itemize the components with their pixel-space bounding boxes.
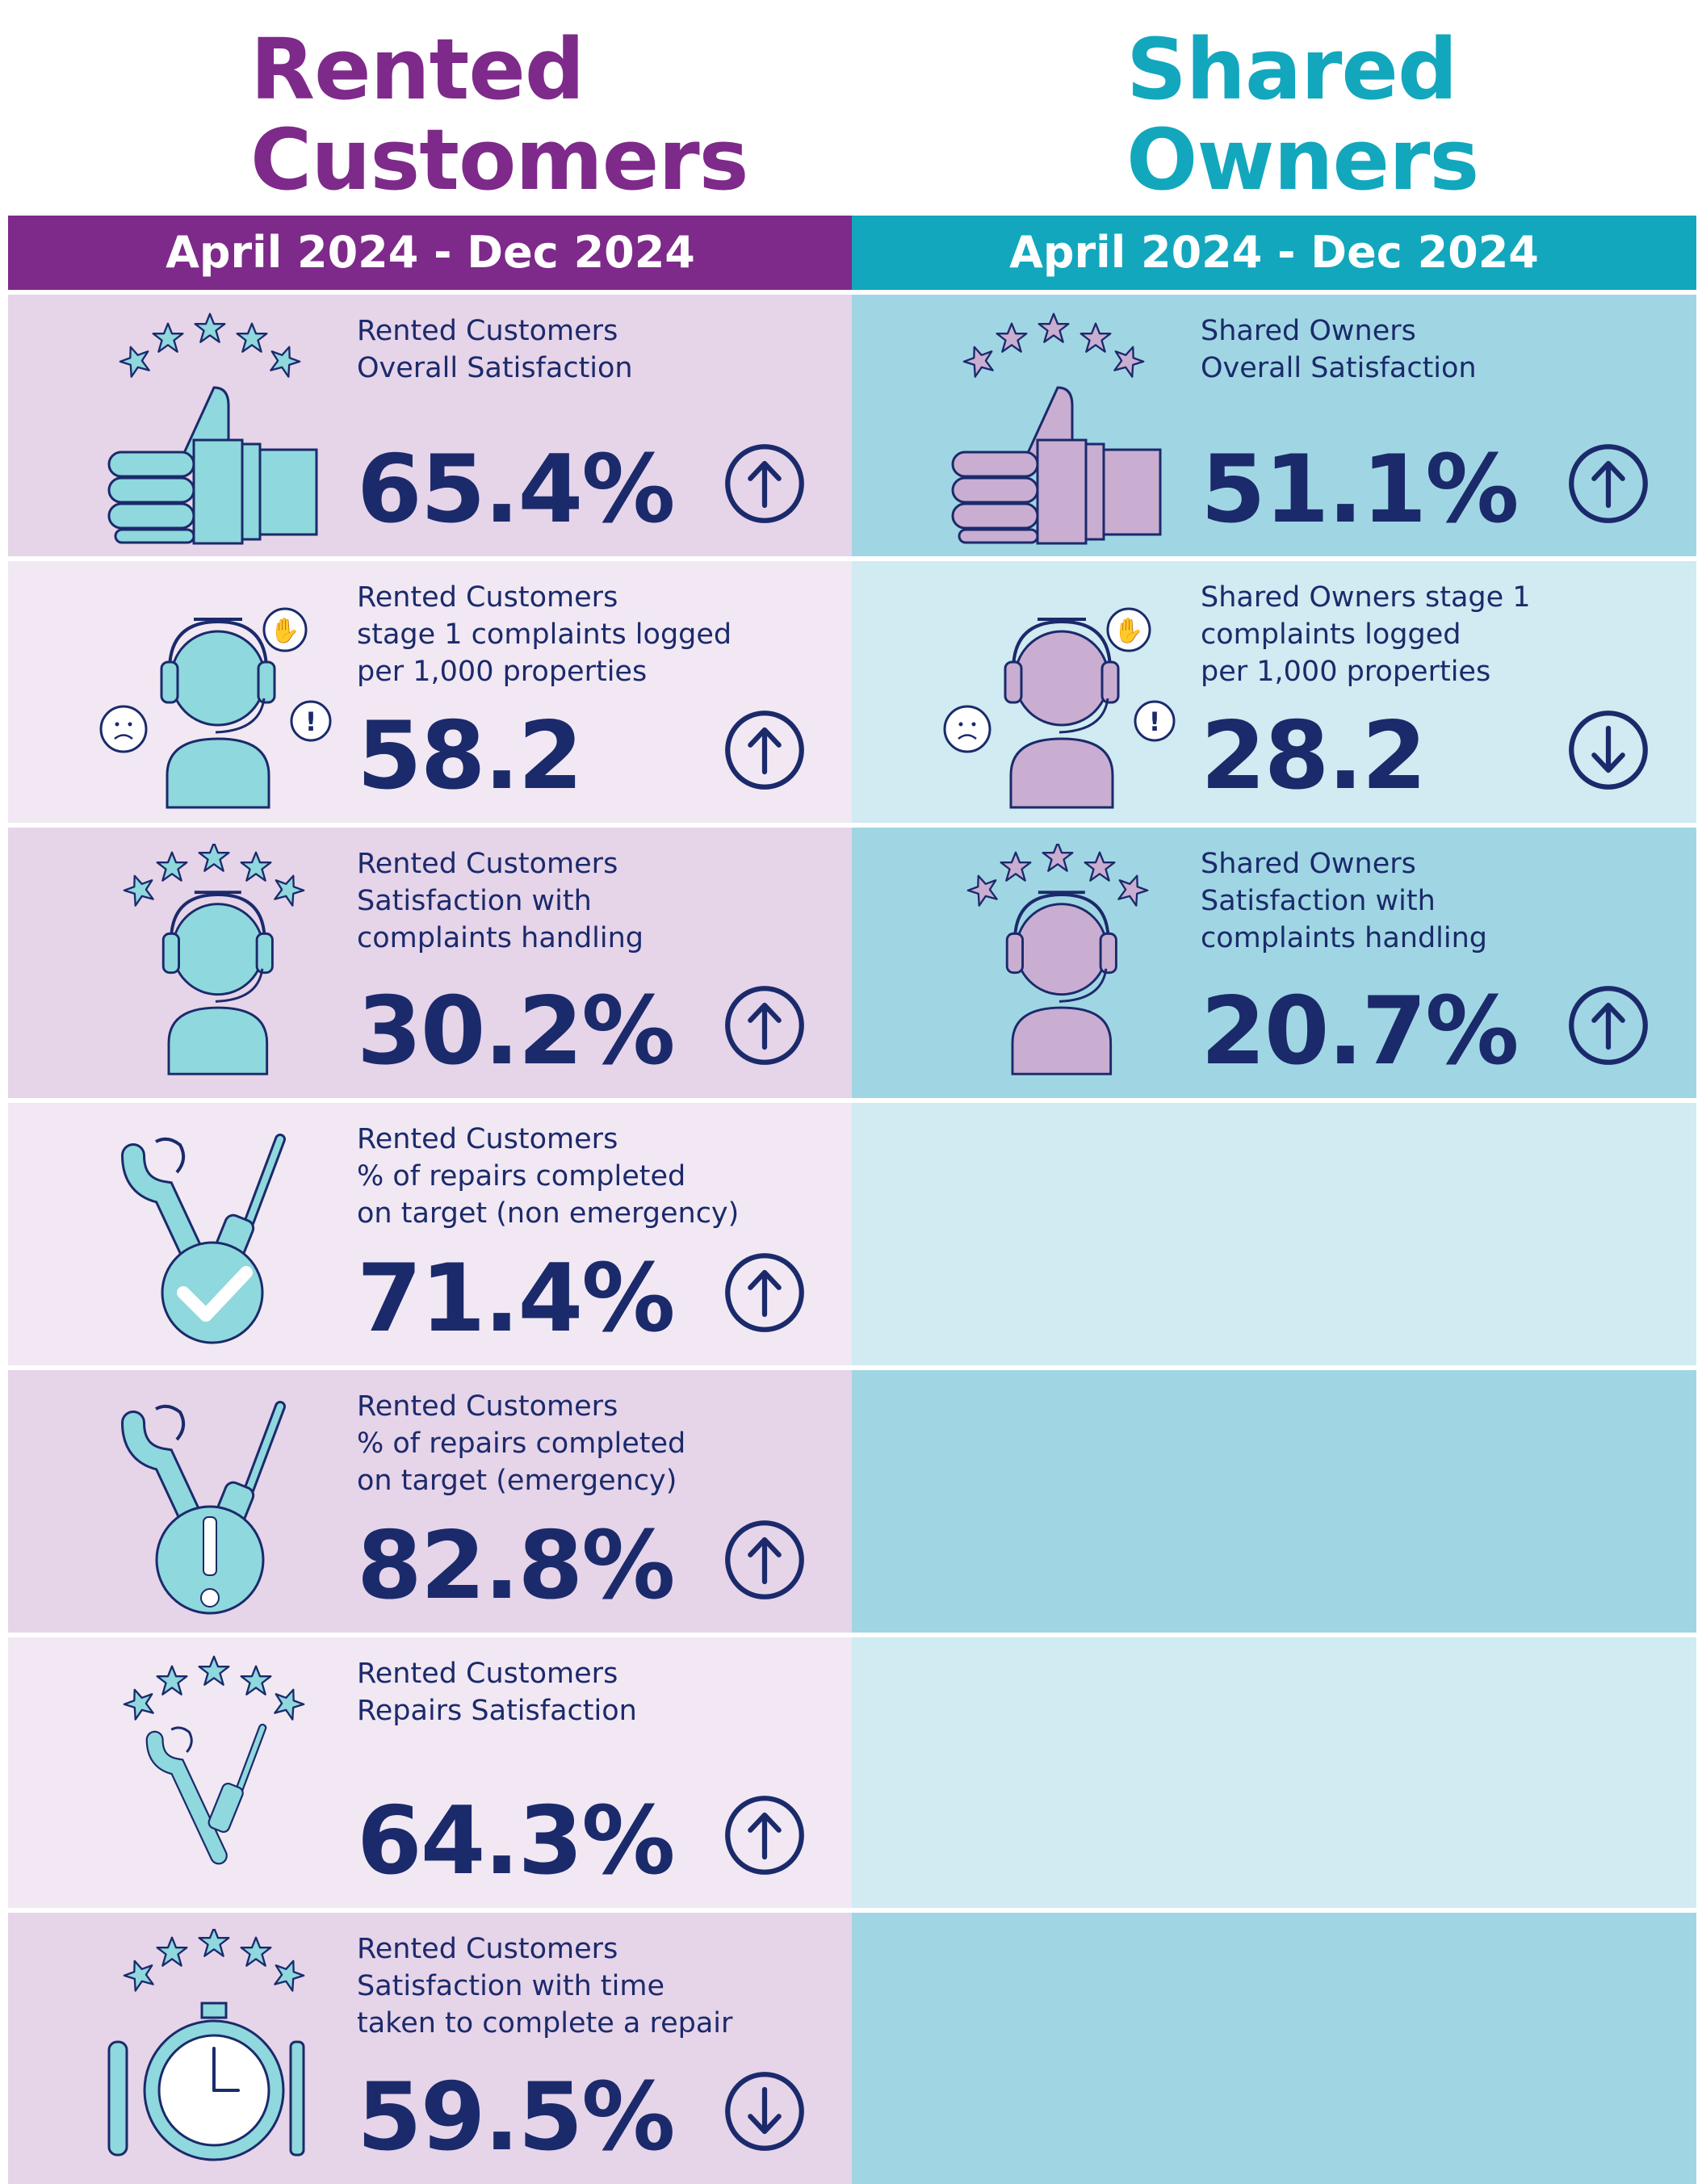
metric-value: 59.5% [357,2063,675,2172]
rented-metric-overall-satisfaction: Rented Customers Overall Satisfaction 65… [8,295,853,556]
trend-up-icon [723,983,807,1067]
trend-up-icon [723,708,807,792]
rented-customers-column: Rented Customers April 2024 - Dec 2024 R… [8,0,853,2184]
metric-label-line: per 1,000 properties [357,656,648,688]
tools-alert-icon [93,1386,335,1615]
metric-label-line: Shared Owners [1201,848,1416,880]
metric-label: Rented Customers Repairs Satisfaction [357,1655,841,1729]
shared-empty-row [852,1637,1696,1908]
rented-metric-repair-time-satisfaction: Rented Customers Satisfaction with time … [8,1913,853,2184]
shared-empty-row [852,1103,1696,1365]
metric-label: Rented Customers stage 1 complaints logg… [357,579,841,690]
rented-heading: Rented Customers [250,20,749,210]
metric-label-line: Overall Satisfaction [1201,352,1477,384]
shared-heading: Shared Owners [1126,20,1479,210]
metric-label-line: % of repairs completed [357,1160,686,1193]
metric-label-line: % of repairs completed [357,1427,686,1460]
rented-metric-repairs-emergency: Rented Customers % of repairs completed … [8,1370,853,1633]
tools-stars-icon [93,1654,335,1888]
metric-value: 65.4% [357,435,675,544]
shared-metric-stage1-complaints: Shared Owners stage 1 complaints logged … [852,561,1696,823]
metric-label-line: per 1,000 properties [1201,656,1491,688]
shared-heading-line-1: Shared [1126,20,1457,119]
rented-heading-line-2: Customers [250,111,749,209]
shared-owners-column: Shared Owners April 2024 - Dec 2024 Shar… [852,0,1696,2184]
trend-down-icon [1566,708,1650,792]
trend-down-icon [723,2069,807,2153]
metric-label-line: Satisfaction with [1201,885,1436,917]
metric-label: Shared Owners stage 1 complaints logged … [1201,579,1685,690]
shared-heading-line-2: Owners [1126,111,1479,209]
complaints-agent-icon [937,577,1179,811]
metric-value: 64.3% [357,1787,675,1896]
shared-period-banner: April 2024 - Dec 2024 [852,216,1696,290]
rented-metric-stage1-complaints: Rented Customers stage 1 complaints logg… [8,561,853,823]
thumbs-up-stars-icon [937,311,1179,545]
trend-up-icon [723,1518,807,1602]
metric-label: Rented Customers Satisfaction with time … [357,1930,841,2042]
metric-label-line: stage 1 complaints logged [357,618,732,651]
metric-label-line: taken to complete a repair [357,2007,733,2039]
shared-metric-complaints-handling: Shared Owners Satisfaction with complain… [852,828,1696,1098]
metric-value: 82.8% [357,1511,675,1620]
rented-metric-repairs-satisfaction: Rented Customers Repairs Satisfaction 64… [8,1637,853,1908]
metric-label-line: Satisfaction with [357,885,592,917]
trend-up-icon [1566,442,1650,526]
metric-label-line: Overall Satisfaction [357,352,633,384]
metric-label-line: Repairs Satisfaction [357,1695,637,1727]
tools-check-icon [93,1119,335,1344]
metric-label-line: on target (non emergency) [357,1197,740,1230]
metric-label-line: Rented Customers [357,315,618,347]
metric-label-line: Rented Customers [357,1658,618,1690]
metric-label: Shared Owners Overall Satisfaction [1201,312,1685,387]
complaints-agent-icon [93,577,335,811]
metric-label: Rented Customers Overall Satisfaction [357,312,841,387]
metric-label-line: Shared Owners [1201,315,1416,347]
rented-period-banner: April 2024 - Dec 2024 [8,216,853,290]
rented-metric-complaints-handling: Rented Customers Satisfaction with compl… [8,828,853,1098]
metric-label-line: complaints handling [357,922,644,954]
metric-value: 51.1% [1201,435,1519,544]
metric-value: 28.2 [1201,702,1427,811]
shared-empty-row [852,1913,1696,2184]
metric-label-line: Rented Customers [357,1390,618,1423]
metric-value: 71.4% [357,1244,675,1353]
rented-heading-line-1: Rented [250,20,585,119]
metric-label-line: Rented Customers [357,848,618,880]
metric-label-line: Shared Owners stage 1 [1201,581,1531,614]
metric-label-line: Rented Customers [357,1123,618,1155]
metric-value: 20.7% [1201,977,1519,1086]
metric-label: Rented Customers Satisfaction with compl… [357,845,841,957]
metric-value: 58.2 [357,702,583,811]
metric-label: Rented Customers % of repairs completed … [357,1388,841,1499]
metric-value: 30.2% [357,977,675,1086]
stopwatch-tools-icon [107,1929,335,2161]
metric-label-line: Rented Customers [357,581,618,614]
metric-label-line: Rented Customers [357,1933,618,1965]
shared-metric-overall-satisfaction: Shared Owners Overall Satisfaction 51.1% [852,295,1696,556]
metric-label-line: on target (emergency) [357,1465,677,1497]
trend-up-icon [1566,983,1650,1067]
metric-label-line: complaints logged [1201,618,1461,651]
thumbs-up-stars-icon [93,311,335,545]
trend-up-icon [723,442,807,526]
agent-stars-icon [937,844,1179,1076]
shared-empty-row [852,1370,1696,1633]
trend-up-icon [723,1251,807,1335]
trend-up-icon [723,1793,807,1877]
metric-label: Shared Owners Satisfaction with complain… [1201,845,1685,957]
agent-stars-icon [93,844,335,1076]
metric-label: Rented Customers % of repairs completed … [357,1121,841,1232]
metric-label-line: complaints handling [1201,922,1488,954]
metric-label-line: Satisfaction with time [357,1970,664,2002]
rented-metric-repairs-non-emergency: Rented Customers % of repairs completed … [8,1103,853,1365]
